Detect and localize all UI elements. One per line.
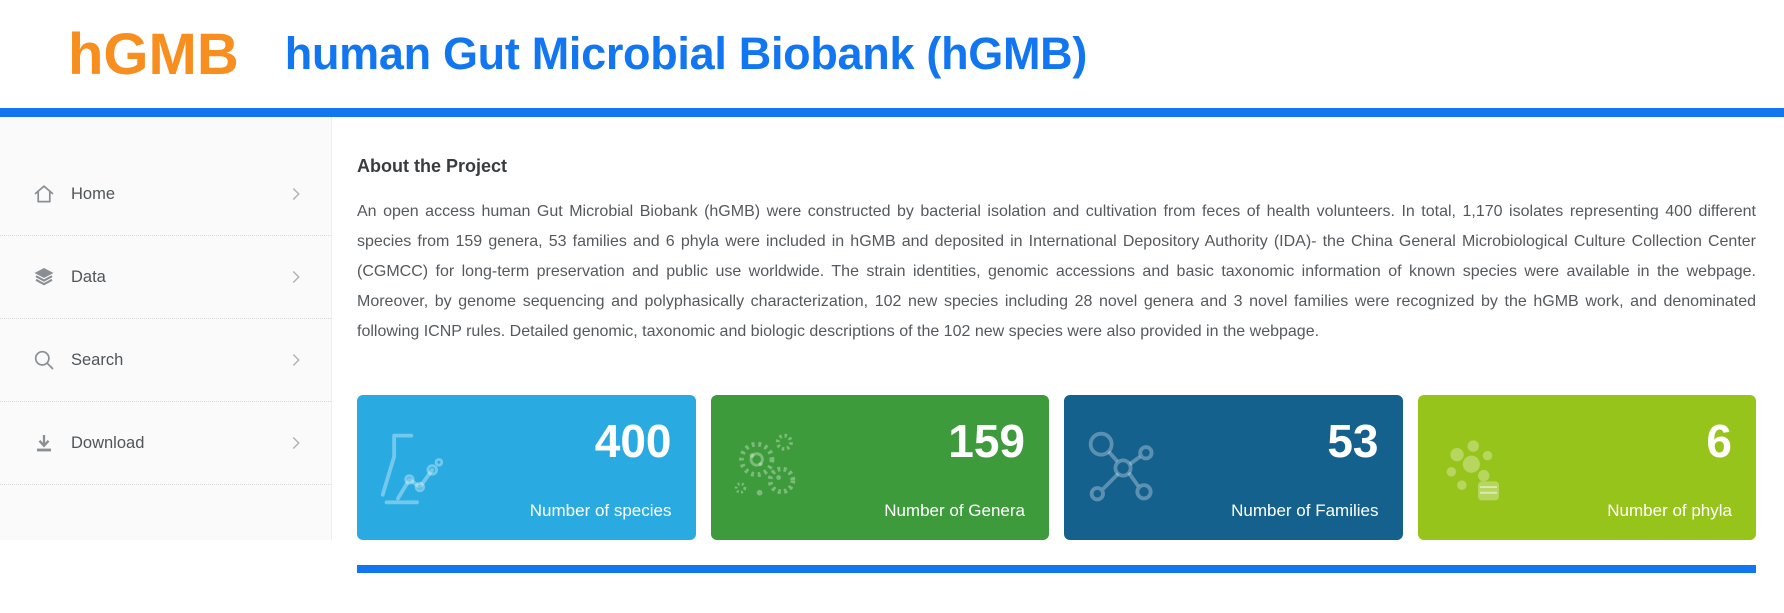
stat-label: Number of phyla: [1607, 501, 1732, 520]
footer-divider: [357, 565, 1756, 573]
stat-value: 6: [1706, 415, 1732, 467]
sidebar-item-label: Download: [71, 433, 145, 452]
cluster-icon: [1438, 428, 1518, 508]
stat-label: Number of Families: [1231, 501, 1379, 520]
stat-value: 53: [1327, 415, 1379, 467]
stats-row: 400 Number of species: [357, 395, 1756, 540]
sidebar-item-label: Data: [71, 267, 106, 286]
microbes-icon: [731, 428, 811, 508]
site-logo[interactable]: hGMB: [68, 21, 239, 87]
about-heading: About the Project: [357, 156, 508, 176]
about-paragraph: An open access human Gut Microbial Bioba…: [357, 203, 1756, 340]
chevron-right-icon: [285, 432, 307, 454]
stat-label: Number of species: [529, 501, 672, 520]
main-content: About the Project An open access human G…: [332, 117, 1784, 613]
stat-value: 159: [948, 415, 1025, 467]
chevron-right-icon: [285, 349, 307, 371]
sidebar-item-download[interactable]: Download: [0, 402, 331, 485]
home-icon: [32, 182, 56, 206]
search-icon: [32, 348, 56, 372]
download-icon: [32, 431, 56, 455]
stat-card-families: 53 Number of Families: [1064, 395, 1403, 540]
sidebar-item-label: Home: [71, 184, 116, 203]
layers-icon: [32, 265, 56, 289]
chevron-right-icon: [285, 183, 307, 205]
header-divider: [0, 108, 1784, 117]
sidebar-item-search[interactable]: Search: [0, 319, 331, 402]
sidebar-item-home[interactable]: Home: [0, 153, 331, 236]
sidebar-nav: Home Data: [0, 117, 332, 540]
sidebar-item-label: Search: [71, 350, 124, 369]
molecule-icon: [1084, 428, 1164, 508]
chevron-right-icon: [285, 266, 307, 288]
stat-label: Number of Genera: [884, 501, 1025, 520]
flask-chart-icon: [377, 428, 457, 508]
stat-card-species: 400 Number of species: [357, 395, 696, 540]
site-header: hGMB human Gut Microbial Biobank (hGMB): [0, 0, 1784, 108]
sidebar-item-data[interactable]: Data: [0, 236, 331, 319]
stat-value: 400: [594, 415, 672, 467]
page-title: human Gut Microbial Biobank (hGMB): [284, 28, 1088, 79]
stat-card-genera: 159 Number of Genera: [710, 395, 1049, 540]
stat-card-phyla: 6 Number of phyla: [1417, 395, 1756, 540]
